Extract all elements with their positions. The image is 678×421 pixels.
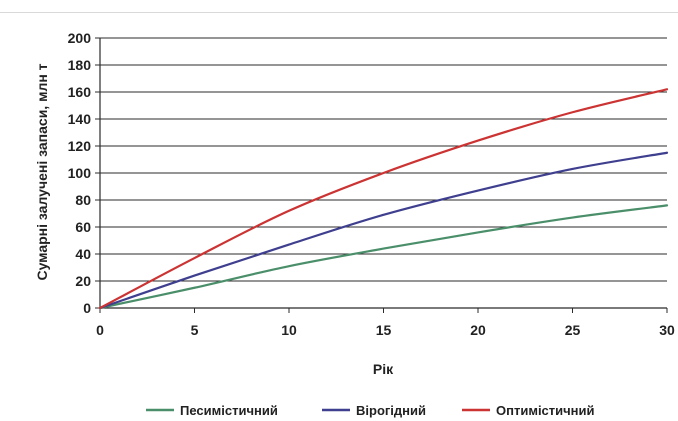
y-tick-label: 20 <box>75 273 91 289</box>
series-line-1 <box>98 151 669 310</box>
x-tick-label: 30 <box>659 322 675 338</box>
y-tick-label: 120 <box>68 138 92 154</box>
legend-label-2: Оптимістичний <box>496 403 595 418</box>
x-tick-label: 15 <box>376 322 392 338</box>
x-tick-label: 20 <box>470 322 486 338</box>
y-tick-label: 180 <box>68 57 92 73</box>
y-axis-title: Сумарні залучені запаси, млн т <box>34 63 50 280</box>
y-tick-label: 160 <box>68 84 92 100</box>
legend-label-0: Песимістичний <box>180 403 278 418</box>
series-line-2 <box>98 88 669 310</box>
grid-lines <box>100 37 667 282</box>
y-tick-label: 200 <box>68 30 92 46</box>
x-tick-labels: 0 5 10 15 20 25 30 <box>96 322 675 338</box>
y-tick-label: 60 <box>75 219 91 235</box>
x-tick-label: 25 <box>565 322 581 338</box>
y-tick-labels: 0 20 40 60 80 100 120 140 160 180 200 <box>68 30 92 316</box>
legend-label-1: Вірогідний <box>356 403 426 418</box>
series-lines <box>98 88 669 310</box>
top-divider <box>0 12 678 13</box>
series-line-0 <box>98 204 669 310</box>
y-tick-label: 80 <box>75 192 91 208</box>
x-tick-label: 10 <box>281 322 297 338</box>
y-tick-label: 100 <box>68 165 92 181</box>
y-tick-label: 140 <box>68 111 92 127</box>
axes <box>95 37 668 313</box>
legend: Песимістичний Вірогідний Оптимістичний <box>146 403 595 418</box>
x-tick-label: 0 <box>96 322 104 338</box>
x-tick-label: 5 <box>191 322 199 338</box>
y-tick-label: 0 <box>83 300 91 316</box>
y-tick-label: 40 <box>75 246 91 262</box>
x-axis-title: Рік <box>373 361 394 377</box>
